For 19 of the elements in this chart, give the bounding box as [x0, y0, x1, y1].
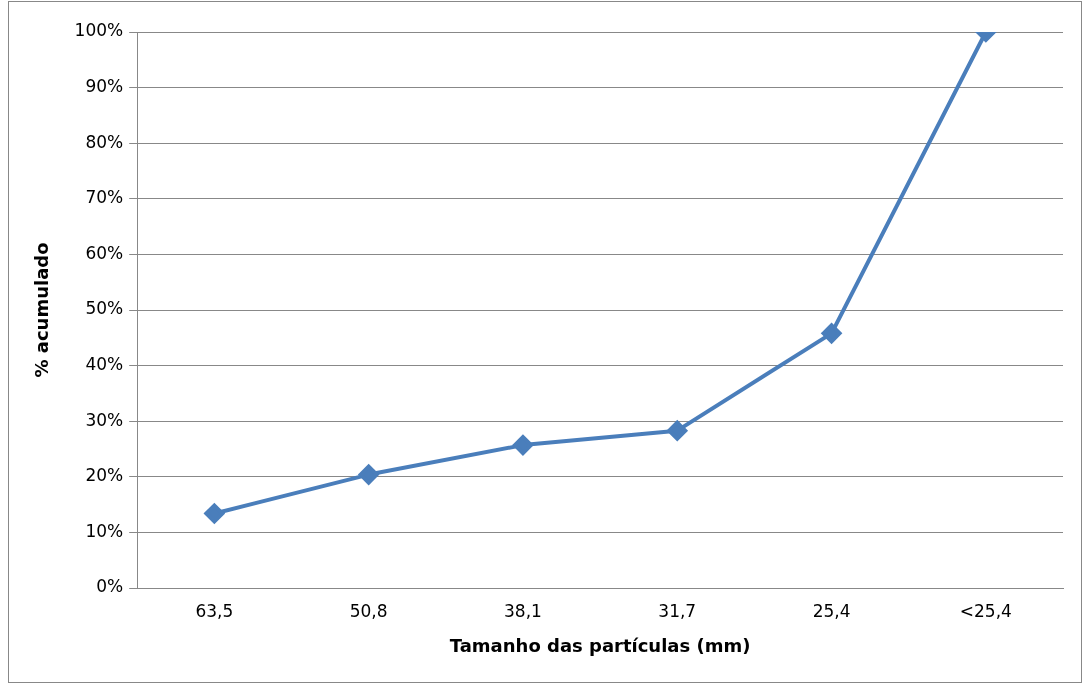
x-tick-label: 31,7 [658, 600, 697, 621]
y-tick-label: 100% [74, 20, 124, 41]
x-tick-label: 38,1 [504, 600, 542, 621]
y-tick-label: 30% [85, 409, 124, 430]
y-tick-label: 20% [85, 465, 124, 486]
x-tick-label: <25,4 [959, 600, 1012, 621]
y-tick-label: 60% [85, 242, 124, 263]
y-axis-title: % acumulado [31, 242, 53, 378]
y-tick-label: 0% [96, 576, 124, 597]
y-tick-label: 90% [85, 76, 124, 97]
x-tick-label: 50,8 [349, 600, 388, 621]
x-tick-label: 63,5 [195, 600, 234, 621]
y-tick-label: 70% [85, 187, 124, 208]
y-tick-label: 10% [85, 520, 124, 541]
y-tick-label: 80% [85, 131, 124, 152]
y-tick-label: 40% [85, 354, 124, 375]
x-tick-label: 25,4 [812, 600, 851, 621]
y-tick-label: 50% [85, 298, 124, 319]
x-axis-title: Tamanho das partículas (mm) [449, 634, 751, 656]
